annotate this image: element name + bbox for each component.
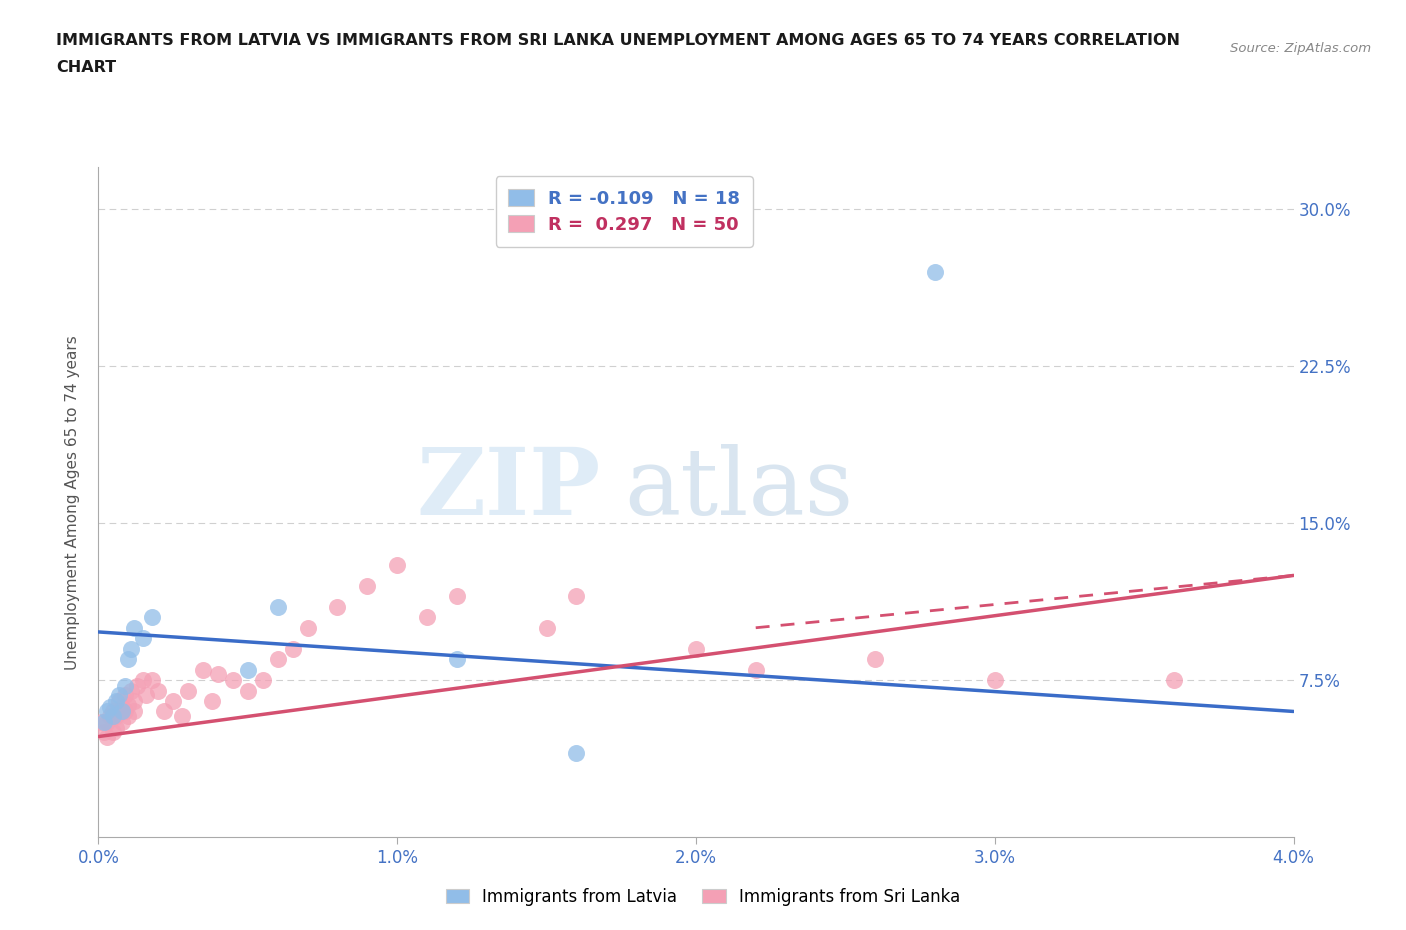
- Point: [108, 694, 131, 709]
- Point: [114, 679, 136, 694]
- Point: [148, 683, 170, 698]
- Point: [103, 704, 125, 719]
- Text: CHART: CHART: [56, 60, 117, 75]
- Point: [124, 704, 146, 719]
- Legend: Immigrants from Latvia, Immigrants from Sri Lanka: Immigrants from Latvia, Immigrants from …: [439, 881, 967, 912]
- Point: [924, 265, 946, 280]
- Point: [120, 683, 142, 698]
- Point: [1163, 672, 1185, 687]
- Point: [114, 687, 136, 702]
- Point: [201, 694, 224, 709]
- Point: [132, 672, 155, 687]
- Point: [93, 725, 115, 740]
- Point: [446, 589, 468, 604]
- Point: [111, 714, 134, 729]
- Point: [105, 709, 128, 724]
- Point: [135, 687, 157, 702]
- Point: [114, 704, 136, 719]
- Point: [281, 642, 304, 657]
- Point: [172, 709, 194, 724]
- Point: [326, 600, 349, 615]
- Point: [124, 620, 146, 635]
- Point: [141, 610, 163, 625]
- Point: [98, 700, 122, 715]
- Text: IMMIGRANTS FROM LATVIA VS IMMIGRANTS FROM SRI LANKA UNEMPLOYMENT AMONG AGES 65 T: IMMIGRANTS FROM LATVIA VS IMMIGRANTS FRO…: [56, 33, 1180, 47]
- Point: [297, 620, 319, 635]
- Point: [565, 746, 588, 761]
- Point: [745, 662, 768, 677]
- Point: [207, 667, 229, 682]
- Point: [416, 610, 439, 625]
- Point: [236, 683, 259, 698]
- Point: [385, 558, 409, 573]
- Text: atlas: atlas: [624, 444, 853, 534]
- Point: [111, 700, 134, 715]
- Point: [236, 662, 259, 677]
- Point: [105, 721, 128, 736]
- Point: [103, 725, 125, 740]
- Point: [103, 709, 125, 724]
- Point: [983, 672, 1005, 687]
- Point: [96, 714, 118, 729]
- Point: [93, 714, 115, 729]
- Point: [98, 709, 122, 724]
- Point: [267, 652, 290, 667]
- Text: ZIP: ZIP: [416, 444, 600, 534]
- Point: [124, 694, 146, 709]
- Point: [685, 642, 707, 657]
- Point: [90, 714, 112, 729]
- Point: [252, 672, 274, 687]
- Point: [141, 672, 163, 687]
- Point: [132, 631, 155, 645]
- Point: [96, 729, 118, 744]
- Point: [446, 652, 468, 667]
- Point: [863, 652, 886, 667]
- Point: [536, 620, 558, 635]
- Point: [127, 679, 149, 694]
- Point: [222, 672, 245, 687]
- Point: [105, 694, 128, 709]
- Point: [267, 600, 290, 615]
- Point: [177, 683, 200, 698]
- Text: Source: ZipAtlas.com: Source: ZipAtlas.com: [1230, 42, 1371, 55]
- Point: [117, 709, 139, 724]
- Point: [120, 642, 142, 657]
- Legend: R = -0.109   N = 18, R =  0.297   N = 50: R = -0.109 N = 18, R = 0.297 N = 50: [496, 177, 752, 246]
- Point: [191, 662, 214, 677]
- Point: [96, 704, 118, 719]
- Point: [108, 704, 131, 719]
- Point: [117, 698, 139, 712]
- Point: [108, 687, 131, 702]
- Point: [153, 704, 176, 719]
- Point: [111, 704, 134, 719]
- Y-axis label: Unemployment Among Ages 65 to 74 years: Unemployment Among Ages 65 to 74 years: [65, 335, 80, 670]
- Point: [162, 694, 184, 709]
- Point: [356, 578, 378, 593]
- Point: [565, 589, 588, 604]
- Point: [117, 652, 139, 667]
